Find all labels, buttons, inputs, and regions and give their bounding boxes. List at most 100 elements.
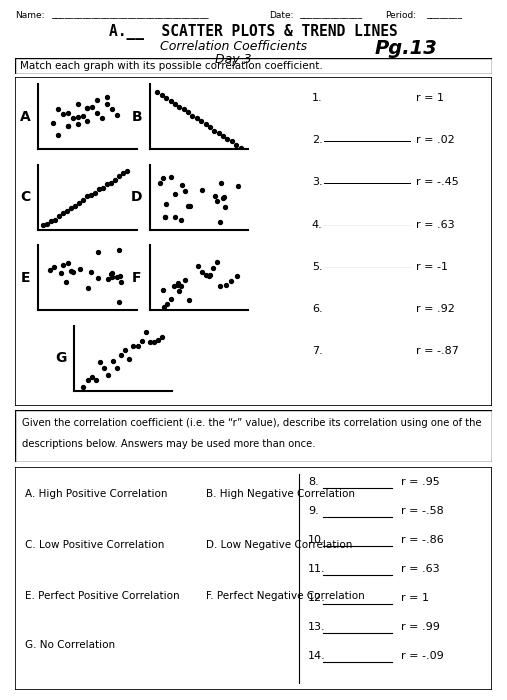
Text: A.__  SCATTER PLOTS & TREND LINES: A.__ SCATTER PLOTS & TREND LINES [109,25,398,41]
FancyBboxPatch shape [15,58,492,74]
Text: B: B [132,110,142,124]
Text: 1.: 1. [312,93,322,103]
Point [205,270,213,281]
Point [181,185,189,196]
Text: Correlation Coefficients: Correlation Coefficients [160,40,307,53]
Point [98,113,106,124]
Point [84,374,92,386]
Text: C. Low Positive Correlation: C. Low Positive Correlation [25,540,164,550]
Text: Date:: Date: [269,10,293,20]
Point [117,349,125,360]
Point [107,269,116,280]
Point [159,331,167,342]
Point [118,276,126,288]
Point [167,293,175,304]
Point [215,281,224,292]
Point [63,257,71,268]
Point [137,335,146,346]
Point [77,263,85,274]
Point [84,283,92,294]
Point [92,374,100,386]
Text: 11.: 11. [308,564,326,574]
Point [115,296,123,307]
Point [206,121,214,132]
Text: E. Perfect Positive Correlation: E. Perfect Positive Correlation [25,591,179,601]
Text: 3.: 3. [312,177,322,188]
Text: r = .92: r = .92 [416,304,455,314]
Point [184,107,192,118]
Text: Day 3: Day 3 [215,53,251,66]
Text: r = .63: r = .63 [401,564,440,574]
Point [47,216,55,227]
Point [115,171,123,182]
Point [84,103,92,114]
Point [197,116,205,127]
Point [208,262,216,274]
Point [162,199,170,210]
Point [133,340,141,351]
Text: r = -.45: r = -.45 [416,177,458,188]
Point [51,214,59,225]
Point [59,207,67,218]
Point [201,119,209,130]
Point [227,275,235,286]
Point [186,200,194,211]
Point [75,197,83,209]
Point [74,118,82,130]
Text: r = 1: r = 1 [401,593,429,603]
Point [221,202,229,213]
Point [93,107,101,118]
Text: F. Perfect Negative Correlation: F. Perfect Negative Correlation [206,591,365,601]
Text: 12.: 12. [308,593,326,603]
Point [84,103,92,114]
Text: r = .02: r = .02 [416,135,454,145]
Point [233,181,241,192]
Point [236,142,244,153]
Text: Name:: Name: [15,10,45,20]
Point [88,102,96,113]
Point [228,136,236,147]
Point [84,116,92,127]
Point [50,262,58,273]
Text: r = .63: r = .63 [416,220,454,230]
Point [156,177,164,188]
Point [111,174,119,186]
Text: 14.: 14. [308,651,326,661]
Point [184,201,192,212]
Point [103,274,112,285]
Point [160,301,168,312]
Point [179,104,188,115]
Text: D. Low Negative Correlation: D. Low Negative Correlation [206,540,352,550]
Text: B. High Negative Correlation: B. High Negative Correlation [206,489,355,498]
Point [115,245,123,256]
Point [71,200,79,211]
Point [107,271,116,282]
Point [96,356,104,368]
Point [69,266,77,277]
Point [113,363,121,374]
Point [193,113,201,124]
Point [123,165,131,176]
Point [99,182,107,193]
Point [177,280,186,291]
Text: A. High Positive Correlation: A. High Positive Correlation [25,489,167,498]
Point [113,109,121,120]
Point [210,125,219,136]
Text: 7.: 7. [312,346,322,356]
Text: G: G [55,351,66,365]
Point [108,104,116,115]
Point [67,265,75,276]
Point [213,256,221,267]
Point [94,246,102,258]
Point [171,99,179,110]
Text: 4.: 4. [312,220,322,230]
Point [121,344,129,356]
Point [158,90,166,101]
Point [159,285,167,296]
Text: ______________: ______________ [299,10,362,20]
Point [55,211,63,222]
Point [74,111,82,122]
Text: 9.: 9. [308,506,319,517]
Point [103,98,112,109]
Point [189,110,197,121]
